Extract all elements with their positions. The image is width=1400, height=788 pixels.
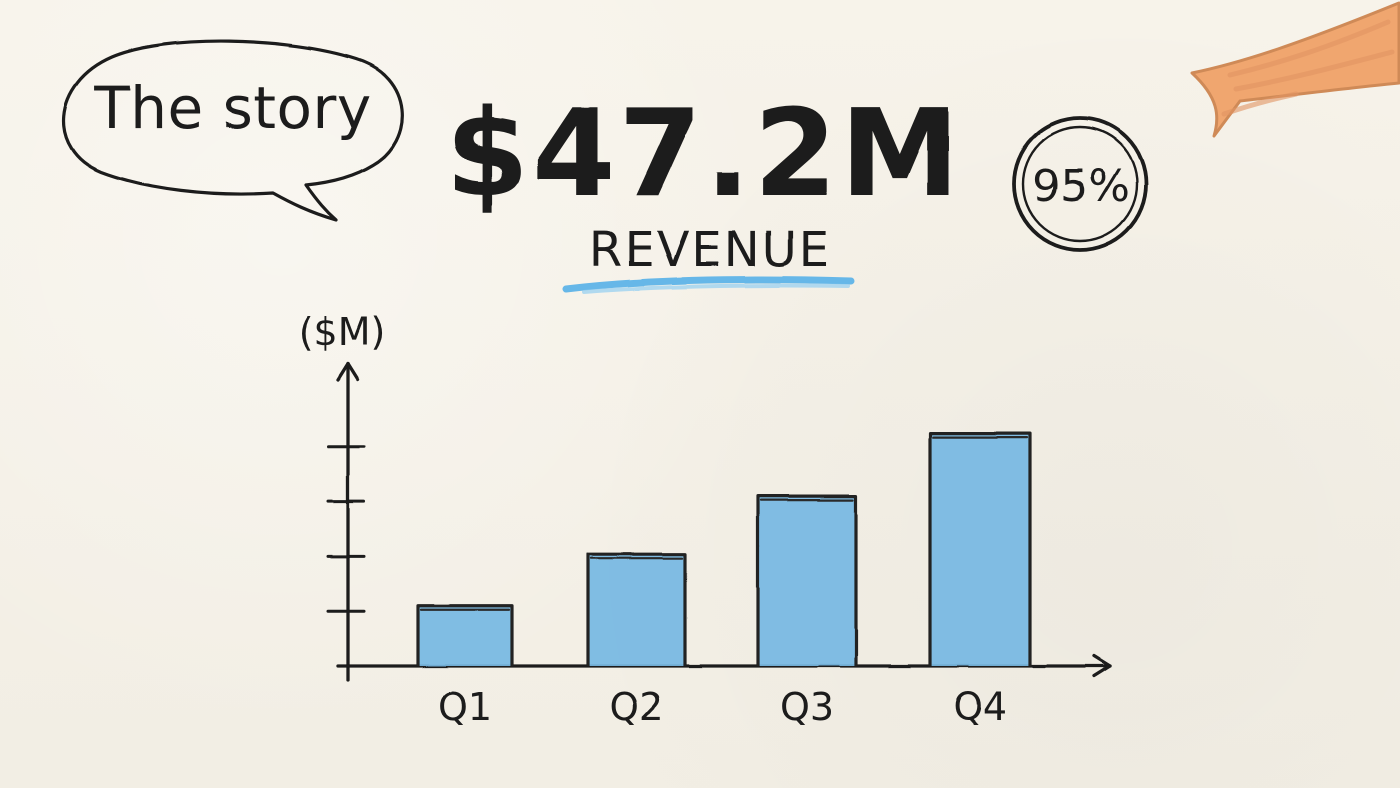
x-label-q3: Q3 xyxy=(780,685,834,729)
speech-bubble-outline xyxy=(62,39,404,222)
bar-q2 xyxy=(586,552,687,666)
kpi-underline xyxy=(562,276,855,293)
x-axis-labels: Q1 Q2 Q3 Q4 xyxy=(438,685,1007,729)
bar-q4 xyxy=(928,432,1032,666)
kpi-label: REVENUE xyxy=(589,222,831,278)
percentage-badge: 95% xyxy=(1012,116,1148,252)
speech-bubble-text: The story xyxy=(93,74,371,142)
kpi-block: $47.2M REVENUE xyxy=(446,85,963,294)
speech-bubble: The story xyxy=(62,39,404,222)
x-label-q4: Q4 xyxy=(953,685,1007,729)
bar-q4-fill xyxy=(930,433,1030,666)
x-label-q1: Q1 xyxy=(438,685,492,729)
bar-q3-fill xyxy=(758,496,856,666)
bar-q1-outline xyxy=(416,604,514,666)
bar-q2-fill xyxy=(588,554,685,666)
y-ticks xyxy=(326,445,366,613)
bar-q1 xyxy=(416,604,514,666)
y-axis-arrow xyxy=(336,362,360,382)
bars xyxy=(416,432,1032,666)
bar-q3-outline xyxy=(756,494,858,666)
x-axis-arrow xyxy=(1092,654,1112,678)
ribbon-decoration xyxy=(1190,1,1400,138)
x-label-q2: Q2 xyxy=(609,685,663,729)
y-axis-label: ($M) xyxy=(299,310,386,354)
bar-q3 xyxy=(756,494,858,666)
kpi-value: $47.2M xyxy=(446,85,963,224)
ribbon-texture xyxy=(1221,19,1395,117)
bar-q2-outline xyxy=(586,552,687,666)
badge-text: 95% xyxy=(1032,161,1130,212)
kpi-underline-shadow xyxy=(582,283,850,294)
bar-chart: ($M) Q1 Q2 Q3 Q4 xyxy=(299,310,1112,729)
bar-q4-outline xyxy=(928,432,1032,666)
bar-q1-fill xyxy=(418,605,512,666)
